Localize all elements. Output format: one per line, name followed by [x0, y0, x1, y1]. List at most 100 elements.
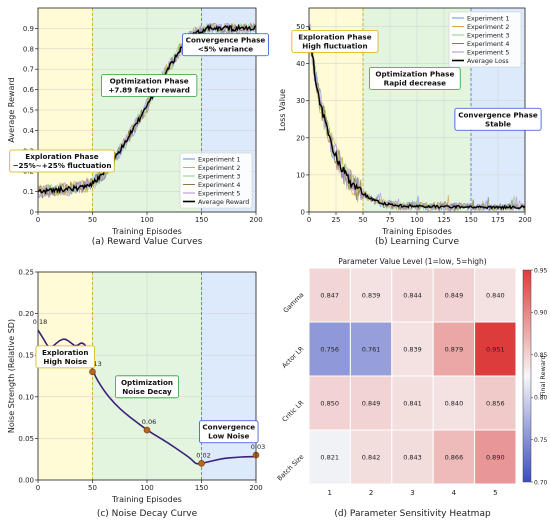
colorbar-label: Final Reward: [539, 355, 547, 396]
heatmap-cell: [391, 429, 434, 485]
y-tick-label: 0.15: [18, 352, 34, 360]
y-tick-label: 0.20: [18, 310, 34, 318]
heatmap-cell: [308, 429, 351, 485]
heatmap-cell: [432, 375, 476, 431]
x-tick-label: 0: [36, 484, 40, 492]
heatmap-cell-value: 0.849: [362, 400, 381, 408]
colorbar: [522, 269, 532, 483]
noise-marker: [198, 460, 205, 467]
heatmap-cell: [391, 267, 434, 323]
panel-caption: (c) Noise Decay Curve: [97, 509, 198, 519]
y-tick-label: 0.8: [23, 45, 34, 53]
x-tick-label: 200: [249, 216, 262, 224]
x-axis-label: Training Episodes: [111, 495, 182, 504]
annotation-text: Optimization Phase: [375, 69, 454, 78]
heatmap-cell-value: 0.821: [320, 454, 339, 462]
annotation-text: Convergence Phase: [458, 110, 538, 119]
heatmap-row-label: Actor LR: [280, 344, 305, 369]
x-axis-label: Training Episodes: [111, 227, 182, 236]
annotation-text: Exploration Phase: [298, 32, 371, 41]
x-tick-label: 0: [36, 216, 40, 224]
x-tick-label: 150: [464, 216, 477, 224]
heatmap-col-label: 5: [493, 489, 497, 497]
heatmap-cell-value: 0.842: [362, 454, 381, 462]
panel-3: Parameter Value Level (1=low, 5=high) 0.8…: [276, 257, 548, 519]
legend-label: Experiment 5: [467, 49, 509, 56]
colorbar-tick-label: 0.75: [534, 437, 548, 444]
annotation-text: Optimization Phase: [110, 77, 189, 86]
heatmap-row-label: Gamma: [282, 291, 306, 315]
annotation-box: [369, 67, 461, 90]
heatmap-cell: [349, 429, 393, 485]
x-tick-label: 150: [195, 216, 208, 224]
legend-label: Average Reward: [198, 199, 249, 206]
y-tick-label: 0: [30, 209, 34, 217]
panel-caption: (d) Parameter Sensitivity Heatmap: [334, 509, 491, 519]
legend-label: Experiment 2: [198, 165, 240, 172]
annotation-text: Exploration Phase: [25, 152, 98, 161]
annotation-text: Optimization: [121, 378, 173, 387]
phase-band-2: [201, 272, 256, 480]
x-tick-label: 75: [386, 216, 395, 224]
noise-start-label: 0.18: [33, 318, 47, 326]
legend-label: Experiment 4: [467, 41, 509, 48]
colorbar-tick-label: 0.70: [534, 479, 548, 486]
y-tick-label: 0.25: [18, 269, 34, 277]
annotation-text: <5% variance: [198, 45, 253, 54]
heatmap-cell-value: 0.844: [403, 292, 422, 300]
noise-marker-label: 0.03: [251, 443, 265, 451]
heatmap-cell-value: 0.850: [320, 400, 339, 408]
annotation-box: [291, 29, 379, 53]
heatmap-cell-value: 0.879: [445, 346, 464, 354]
heatmap-col-label: 3: [410, 489, 414, 497]
annotation-box: [181, 33, 269, 57]
heatmap-cell: [432, 321, 476, 377]
noise-marker-label: 0.06: [142, 418, 156, 426]
x-tick-label: 0: [307, 216, 311, 224]
x-tick-label: 200: [249, 484, 262, 492]
heatmap-cell: [349, 321, 393, 377]
phase-annotation: Convergence Phase<5% variance: [181, 33, 269, 57]
annotation-box: [101, 74, 198, 97]
legend-box: [448, 11, 522, 68]
y-tick-label: 0.7: [23, 66, 34, 74]
colorbar-tick-label: 0.85: [534, 352, 548, 359]
y-tick-label: 30: [296, 97, 305, 105]
legend-label: Experiment 3: [198, 173, 240, 180]
colorbar-tick-label: 0.95: [534, 267, 548, 274]
phase-annotation: Exploration Phase−25%~+25% fluctuation: [9, 149, 115, 173]
phase-annotation: Optimization Phase+7.89 factor reward: [101, 74, 198, 97]
annotation-text: Rapid decrease: [384, 78, 446, 87]
annotation-text: High Noise: [43, 357, 87, 366]
heatmap-col-label: 1: [327, 489, 331, 497]
heatmap-cell: [474, 375, 517, 431]
y-tick-label: 0.00: [18, 477, 34, 485]
annotation-text: Convergence: [202, 423, 255, 432]
legend-box: [179, 152, 253, 209]
noise-marker: [89, 368, 96, 376]
x-tick-label: 50: [88, 484, 97, 492]
phase-band-0: [38, 272, 93, 480]
y-axis-label: Average Reward: [7, 77, 16, 142]
annotation-text: +7.89 factor reward: [108, 86, 190, 95]
panel-caption: (b) Learning Curve: [375, 237, 460, 247]
annotation-text: High fluctuation: [302, 41, 367, 50]
y-axis-label: Loss Value: [278, 89, 287, 131]
series-line-average: [308, 26, 526, 210]
heatmap-cell-value: 0.761: [362, 346, 381, 354]
noise-marker: [143, 426, 151, 434]
x-tick-label: 25: [332, 216, 341, 224]
panel-1: 0 25 50 75 100 125 150 175 200 0 10 20 30 40 50 Trainin…: [278, 7, 542, 247]
panel-0: 05010015020000.10.20.30.40.50.60.70.80.9…: [7, 7, 269, 247]
heatmap-title: Parameter Value Level (1=low, 5=high): [338, 257, 487, 266]
annotation-text: Convergence Phase: [186, 36, 266, 45]
annotation-text: Stable: [485, 119, 511, 128]
y-tick-label: 20: [296, 134, 305, 142]
x-axis-label: Training Episodes: [381, 227, 452, 236]
annotation-text: Exploration: [42, 348, 88, 357]
